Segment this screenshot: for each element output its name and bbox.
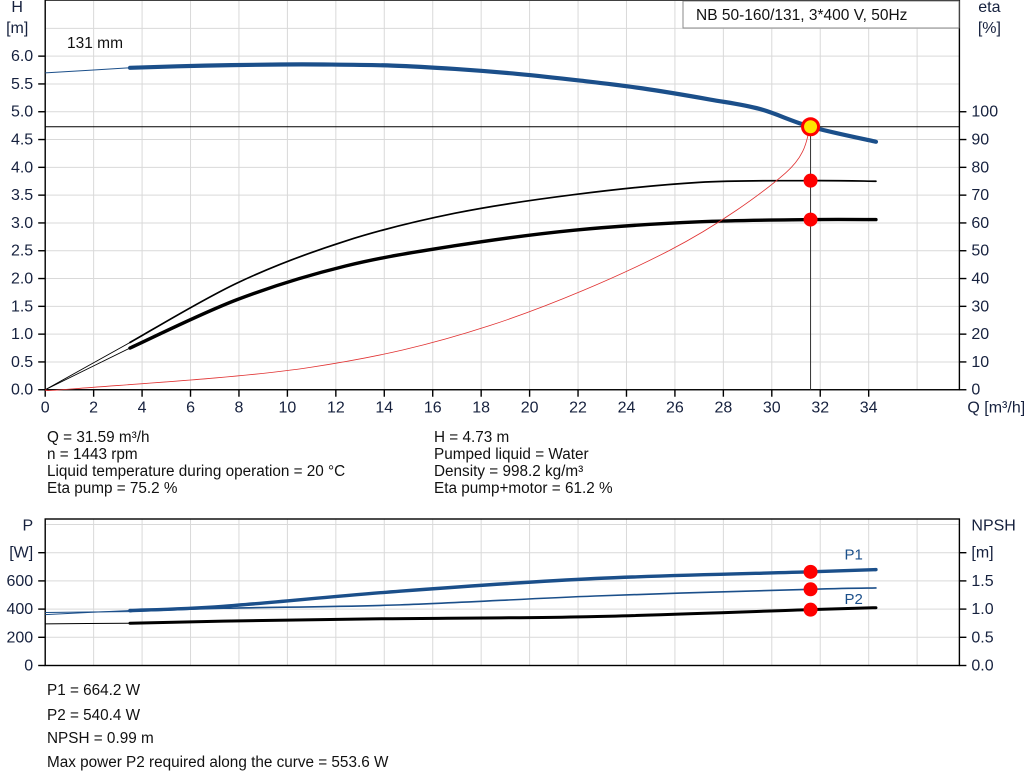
svg-text:2: 2 — [89, 400, 98, 417]
svg-text:4: 4 — [138, 400, 147, 417]
svg-text:400: 400 — [6, 601, 33, 618]
svg-text:40: 40 — [971, 271, 989, 288]
svg-text:26: 26 — [666, 400, 684, 417]
svg-text:1.5: 1.5 — [971, 573, 993, 590]
svg-text:0.0: 0.0 — [971, 658, 993, 675]
svg-text:0: 0 — [41, 400, 50, 417]
svg-text:30: 30 — [763, 400, 781, 417]
svg-text:6.0: 6.0 — [11, 48, 33, 65]
svg-text:Q [m³/h]: Q [m³/h] — [967, 400, 1024, 417]
svg-text:50: 50 — [971, 243, 989, 260]
svg-text:24: 24 — [618, 400, 636, 417]
svg-text:2.0: 2.0 — [11, 271, 33, 288]
svg-text:3.5: 3.5 — [11, 187, 33, 204]
svg-text:10: 10 — [279, 400, 297, 417]
svg-text:0.5: 0.5 — [971, 629, 993, 646]
svg-text:12: 12 — [327, 400, 345, 417]
svg-text:4.5: 4.5 — [11, 132, 33, 149]
svg-text:[%]: [%] — [978, 20, 1001, 37]
svg-text:6: 6 — [186, 400, 195, 417]
svg-text:18: 18 — [472, 400, 490, 417]
svg-text:P2: P2 — [844, 591, 862, 608]
svg-text:5.0: 5.0 — [11, 104, 33, 121]
svg-text:NB 50-160/131, 3*400 V, 50Hz: NB 50-160/131, 3*400 V, 50Hz — [696, 7, 907, 24]
svg-text:5.5: 5.5 — [11, 76, 33, 93]
svg-text:1.0: 1.0 — [11, 326, 33, 343]
svg-text:70: 70 — [971, 187, 989, 204]
svg-text:600: 600 — [6, 573, 33, 590]
svg-text:28: 28 — [714, 400, 732, 417]
svg-text:NPSH: NPSH — [971, 518, 1015, 535]
svg-text:0.0: 0.0 — [11, 382, 33, 399]
svg-text:200: 200 — [6, 629, 33, 646]
svg-text:100: 100 — [971, 104, 998, 121]
svg-text:32: 32 — [811, 400, 829, 417]
svg-text:4.0: 4.0 — [11, 159, 33, 176]
svg-text:20: 20 — [521, 400, 539, 417]
svg-text:[W]: [W] — [9, 545, 33, 562]
svg-text:34: 34 — [860, 400, 878, 417]
svg-text:3.0: 3.0 — [11, 215, 33, 232]
svg-text:8: 8 — [235, 400, 244, 417]
svg-text:[m]: [m] — [6, 20, 28, 37]
svg-text:10: 10 — [971, 354, 989, 371]
svg-text:H: H — [11, 0, 23, 16]
svg-text:22: 22 — [569, 400, 587, 417]
svg-text:1.5: 1.5 — [11, 298, 33, 315]
svg-text:30: 30 — [971, 298, 989, 315]
svg-text:60: 60 — [971, 215, 989, 232]
svg-text:80: 80 — [971, 159, 989, 176]
svg-text:16: 16 — [424, 400, 442, 417]
svg-text:0: 0 — [24, 658, 33, 675]
svg-text:P: P — [23, 518, 34, 535]
svg-text:131 mm: 131 mm — [67, 35, 123, 52]
svg-text:0: 0 — [971, 382, 980, 399]
svg-text:2.5: 2.5 — [11, 243, 33, 260]
svg-text:0.5: 0.5 — [11, 354, 33, 371]
svg-text:90: 90 — [971, 132, 989, 149]
svg-text:P1: P1 — [844, 547, 862, 564]
svg-text:[m]: [m] — [971, 545, 993, 562]
svg-text:1.0: 1.0 — [971, 601, 993, 618]
svg-text:20: 20 — [971, 326, 989, 343]
svg-text:14: 14 — [375, 400, 393, 417]
svg-text:eta: eta — [978, 0, 1000, 16]
